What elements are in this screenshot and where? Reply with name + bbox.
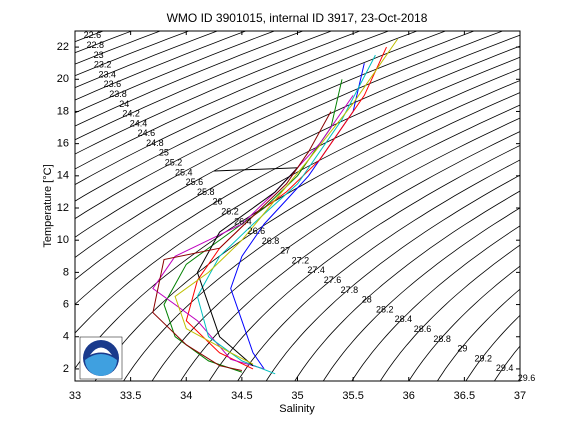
isopycnal <box>75 31 362 155</box>
isopycnal <box>75 31 390 170</box>
y-tick-label: 2 <box>63 363 69 375</box>
y-tick-label: 6 <box>63 298 69 310</box>
isopycnal-label: 29 <box>457 344 467 354</box>
isopycnal <box>265 174 520 381</box>
isopycnal-label: 28.2 <box>376 304 394 314</box>
isopycnal-label: 25.8 <box>197 187 215 197</box>
isopycnal <box>379 244 520 381</box>
x-tick-label: 34.5 <box>231 390 252 402</box>
y-tick-label: 12 <box>57 202 69 214</box>
isopycnal-label: 25 <box>159 148 169 158</box>
isopycnal-label: 26.8 <box>262 236 280 246</box>
isopycnal <box>75 31 305 127</box>
x-tick-label: 34 <box>180 390 192 402</box>
isopycnal-label: 28.6 <box>414 324 432 334</box>
isopycnal-label: 28.4 <box>395 314 413 324</box>
isopycnal <box>351 225 520 381</box>
y-tick-label: 14 <box>57 170 69 182</box>
profile <box>174 38 399 365</box>
isopycnal <box>75 31 447 202</box>
isopycnal-label: 29.6 <box>518 373 536 383</box>
x-tick-label: 35 <box>291 390 303 402</box>
isopycnal <box>180 131 520 381</box>
isopycnal-label: 27.2 <box>292 255 310 265</box>
isopycnal-label: 23.8 <box>109 89 127 99</box>
isopycnal-label: 27.4 <box>307 265 325 275</box>
isopycnal-label: 23.4 <box>98 69 116 79</box>
isopycnal <box>294 190 520 381</box>
isopycnal-label: 26.6 <box>248 226 266 236</box>
isopycnal <box>75 34 520 258</box>
isopycnal <box>75 31 476 220</box>
y-axis-label: Temperature [°C] <box>42 164 54 247</box>
logo-wave <box>85 354 117 376</box>
isopycnal-label: 29.4 <box>496 363 514 373</box>
isopycnal-label: 24.2 <box>122 109 140 119</box>
noaa-logo <box>79 336 123 380</box>
isopycnal-label: 26.4 <box>234 216 252 226</box>
isopycnal <box>436 288 520 381</box>
isopycnal-label: 24.4 <box>130 118 148 128</box>
isopycnal <box>408 265 520 381</box>
isopycnal <box>75 31 247 101</box>
isopycnal <box>75 31 419 186</box>
x-axis-label: Salinity <box>279 403 315 415</box>
y-tick-label: 10 <box>57 234 69 246</box>
isopycnal <box>123 104 520 381</box>
chart-title: WMO ID 3901015, internal ID 3917, 23-Oct… <box>167 11 428 25</box>
x-tick-label: 35.5 <box>342 390 363 402</box>
isopycnal-label: 29.2 <box>474 353 492 363</box>
isopycnal <box>237 159 520 381</box>
isopycnal-label: 27.8 <box>341 285 359 295</box>
isopycnal-label: 26.2 <box>221 206 239 216</box>
isopycnal <box>75 31 276 114</box>
isopycnal-label: 25.4 <box>175 167 193 177</box>
profile <box>196 167 299 367</box>
isopycnal <box>75 31 219 89</box>
y-tick-label: 18 <box>57 105 69 117</box>
isopycnal-label: 24 <box>119 99 129 109</box>
isopycnal <box>151 117 520 381</box>
isopycnal-label: 23.6 <box>104 79 122 89</box>
y-tick-label: 4 <box>63 331 69 343</box>
y-tick-label: 22 <box>57 41 69 53</box>
isopycnal-label: 26 <box>213 197 223 207</box>
profile <box>152 111 332 371</box>
isopycnal <box>75 31 504 238</box>
isopycnal-label: 23 <box>94 50 104 60</box>
isopycnal-label: 28.8 <box>433 334 451 344</box>
isopycnal <box>75 45 520 281</box>
x-tick-label: 36.5 <box>454 390 475 402</box>
isopycnal <box>514 15 576 397</box>
isopycnal-label: 25.2 <box>165 158 183 168</box>
profile-layer <box>152 38 399 375</box>
isopycnal <box>75 56 520 305</box>
isopycnal-label: 27 <box>280 246 290 256</box>
isopycnal-label: 27.6 <box>324 275 342 285</box>
logo-gull <box>90 347 112 355</box>
x-tick-label: 37 <box>514 390 526 402</box>
isopycnal-label: 22.6 <box>84 30 102 40</box>
isopycnal <box>75 68 520 334</box>
isopycnal-label: 24.6 <box>138 128 156 138</box>
y-tick-label: 8 <box>63 266 69 278</box>
x-tick-label: 33.5 <box>120 390 141 402</box>
isopycnal-label: 25.6 <box>186 177 204 187</box>
isopycnal-label: 28 <box>362 295 372 305</box>
y-tick-label: 16 <box>57 138 69 150</box>
plot-area <box>75 31 520 381</box>
x-tick-label: 36 <box>403 390 415 402</box>
x-tick-label: 33 <box>69 390 81 402</box>
isopycnal <box>322 207 520 381</box>
isopycnal-label: 23.2 <box>94 60 112 70</box>
isopycnal <box>465 314 520 381</box>
y-tick-label: 20 <box>57 73 69 85</box>
isopycnal <box>94 92 520 381</box>
isopycnal-label: 22.8 <box>86 40 104 50</box>
isopycnal-label: 24.8 <box>146 138 164 148</box>
isopycnal <box>75 31 333 141</box>
